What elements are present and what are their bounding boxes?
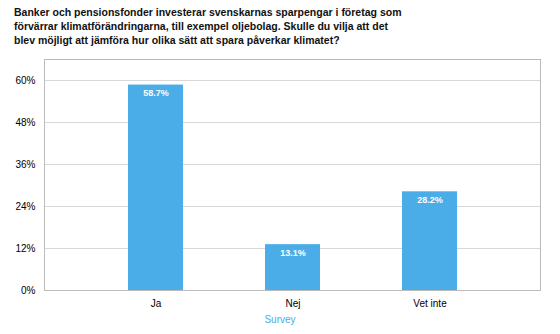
svg-text:0%: 0% xyxy=(21,285,36,296)
svg-text:36%: 36% xyxy=(15,159,35,170)
svg-text:Nej: Nej xyxy=(285,298,300,309)
svg-text:24%: 24% xyxy=(15,201,35,212)
svg-text:60%: 60% xyxy=(15,75,35,86)
html-text:Survey: Survey xyxy=(264,314,296,325)
svg-text:Vet inte: Vet inte xyxy=(413,298,447,309)
svg-text:58.7%: 58.7% xyxy=(143,88,169,98)
svg-text:28.2%: 28.2% xyxy=(417,195,443,205)
html-text:Banker och pensionsfonder inve: Banker och pensionsfonder investerar sve… xyxy=(14,6,402,46)
svg-text:Ja: Ja xyxy=(151,298,162,309)
svg-text:13.1%: 13.1% xyxy=(280,248,306,258)
svg-text:48%: 48% xyxy=(15,117,35,128)
svg-text:12%: 12% xyxy=(15,243,35,254)
